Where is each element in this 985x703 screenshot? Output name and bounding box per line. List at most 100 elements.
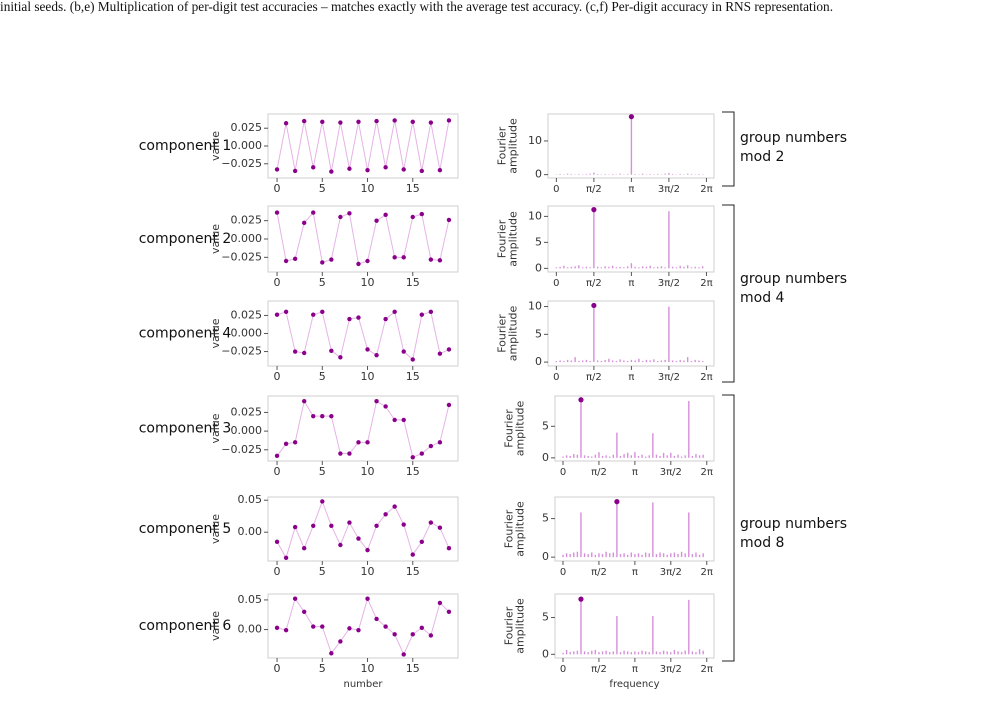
plot-frame [267,593,459,659]
point [356,261,361,267]
x-tick-label: 0 [560,567,566,578]
x-tick-label: 2π [701,467,713,478]
point [283,555,289,560]
point [292,168,298,174]
chart: 0 5 10 0 π/2 π 3π/2 2π Fourieramplitude [496,205,715,289]
point [365,347,370,352]
y-axis-label: value [209,131,222,161]
point [410,214,415,220]
x-tick-label: 15 [406,370,420,383]
point [410,552,415,557]
x-tick-label: 5 [319,370,326,383]
point [392,632,397,637]
x-tick-label: π [628,184,634,195]
point [365,440,370,445]
x-tick-label: π/2 [591,467,607,478]
point [292,596,298,601]
x-tick-label: π/2 [591,664,607,675]
x-tick-label: π/2 [586,278,602,289]
point [419,168,425,174]
point [392,255,397,260]
point [283,441,289,447]
x-tick-label: 2π [700,184,712,195]
y-axis-label: value [209,514,222,544]
point [356,119,361,125]
point [347,451,352,456]
plot-frame [547,205,715,273]
component-label: component 3 [139,421,232,437]
point [446,118,452,123]
x-tick-label: π [628,278,634,289]
x-tick-label: 5 [319,182,326,195]
point [301,609,307,614]
x-tick-label: 15 [406,662,420,675]
point [446,546,452,551]
point [311,413,316,419]
point [428,309,434,315]
chart: −0.025 0.000 0.025 0 5 10 15 value [209,395,459,478]
chart: −0.025 0.000 0.025 0 5 10 15 value [209,113,459,195]
x-tick-label: 15 [406,565,420,578]
y-tick-label: 0 [535,168,542,181]
x-tick-label: 0 [274,370,281,383]
point [365,547,370,553]
bracket [722,111,735,187]
line [276,399,450,458]
x-tick-label: 0 [274,565,281,578]
point [347,166,352,171]
y-tick-label: 5 [542,611,549,624]
point [365,167,370,173]
group-label: group numbers mod 8 [740,516,848,551]
plot-frame [267,395,459,462]
x-tick-label: π/2 [586,372,602,383]
x-tick-label: 3π/2 [660,467,682,478]
plot-frame [554,496,715,562]
point [274,210,280,215]
y-tick-label: −0.025 [221,250,262,263]
x-tick-label: 0 [274,662,281,675]
point [283,258,289,264]
x-tick-label: 3π/2 [658,184,680,195]
y-tick-label: 0.000 [231,327,263,340]
point [311,523,316,528]
chart: −0.025 0.000 0.025 0 5 10 15 value [209,300,459,383]
point [446,402,452,408]
point [283,309,289,315]
point [356,315,361,320]
point [428,120,434,125]
caption: initial seeds. (b,e) Multiplication of p… [0,0,834,14]
plot-frame [267,496,459,562]
plot-frame [554,593,715,659]
y-tick-label: 10 [528,209,542,222]
point [311,312,316,317]
point [383,316,388,322]
y-tick-label: 5 [542,419,549,432]
point [374,616,379,622]
chart: 0 5 0 π/2 π 3π/2 2π Fourieramplitude frequency [503,593,715,690]
point [338,214,343,220]
y-tick-label: 5 [535,235,542,248]
x-tick-label: 15 [406,276,420,289]
point [292,349,298,354]
x-tick-label: 5 [319,465,326,478]
y-tick-label: 0.025 [231,214,263,227]
y-tick-label: −0.025 [221,443,262,456]
bracket [722,204,735,383]
line [276,120,450,172]
x-tick-label: 0 [560,664,566,675]
point [428,443,434,449]
x-tick-label: π [632,467,638,478]
x-tick-label: π [632,664,638,675]
point [383,165,388,170]
x-tick-label: 5 [319,565,326,578]
y-tick-label: 0.05 [238,493,263,506]
point [320,260,325,265]
point [401,255,406,260]
point [365,258,370,264]
point [401,349,406,354]
y-axis-label: Fourieramplitude [503,598,527,654]
point [437,258,443,263]
point [301,399,307,404]
point [401,522,406,527]
